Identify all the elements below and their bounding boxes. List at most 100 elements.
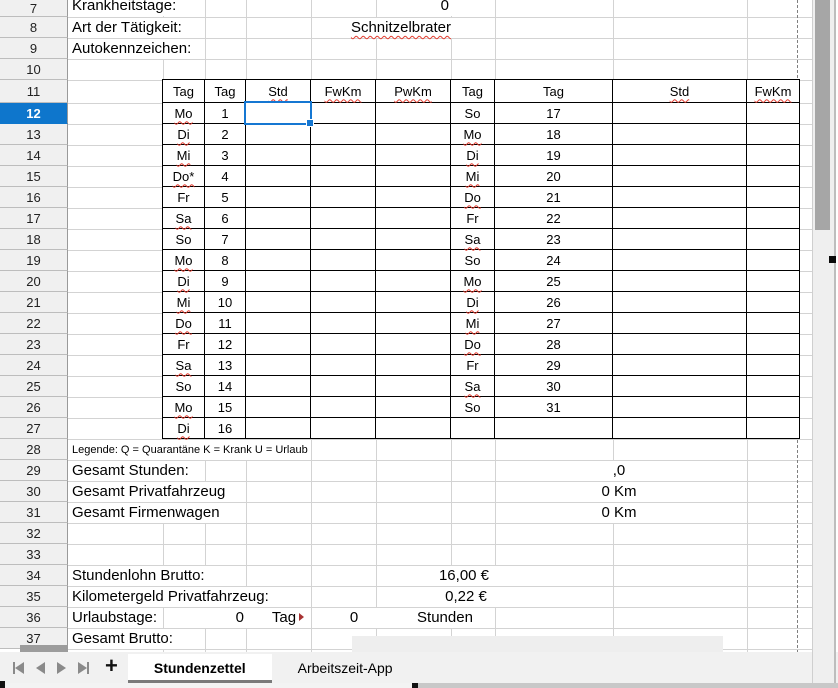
table-cell[interactable]: 8 bbox=[205, 250, 246, 271]
table-cell[interactable]: 5 bbox=[205, 187, 246, 208]
table-cell[interactable]: 24 bbox=[495, 250, 613, 271]
row-header-20[interactable]: 20 bbox=[0, 271, 68, 292]
row-header-36[interactable]: 36 bbox=[0, 607, 68, 628]
row-header-22[interactable]: 22 bbox=[0, 313, 68, 334]
last-sheet-icon[interactable] bbox=[78, 661, 89, 674]
row-header-28[interactable]: 28 bbox=[0, 439, 68, 460]
table-cell[interactable] bbox=[613, 187, 747, 208]
table-cell[interactable] bbox=[747, 166, 800, 187]
selection-fill-handle[interactable] bbox=[306, 119, 314, 127]
table-header-cell[interactable]: Std bbox=[613, 80, 747, 103]
table-header-cell[interactable]: Std bbox=[246, 80, 311, 103]
table-cell[interactable] bbox=[246, 208, 311, 229]
cell-gesamt-stunden-value[interactable]: ,0 bbox=[591, 461, 647, 481]
table-cell[interactable] bbox=[613, 397, 747, 418]
table-cell[interactable]: Do bbox=[451, 334, 495, 355]
table-header-cell[interactable]: Tag bbox=[451, 80, 495, 103]
table-cell[interactable]: 7 bbox=[205, 229, 246, 250]
table-cell[interactable]: 11 bbox=[205, 313, 246, 334]
table-cell[interactable] bbox=[311, 418, 376, 439]
table-cell[interactable] bbox=[613, 376, 747, 397]
table-cell[interactable] bbox=[613, 313, 747, 334]
table-cell[interactable]: 18 bbox=[495, 124, 613, 145]
table-cell[interactable] bbox=[376, 250, 451, 271]
tab-stundenzettel[interactable]: Stundenzettel bbox=[127, 654, 272, 683]
table-cell[interactable] bbox=[376, 418, 451, 439]
table-cell[interactable]: 1 bbox=[205, 103, 246, 124]
horizontal-scrollbar-thumb[interactable] bbox=[4, 683, 412, 688]
table-cell[interactable]: Di bbox=[163, 271, 205, 292]
table-cell[interactable]: Mi bbox=[451, 166, 495, 187]
cell-gesamt-privatfahrzeug-label[interactable]: Gesamt Privatfahrzeug bbox=[69, 482, 229, 502]
table-cell[interactable]: Sa bbox=[163, 208, 205, 229]
row-header-24[interactable]: 24 bbox=[0, 355, 68, 376]
table-cell[interactable]: Di bbox=[451, 292, 495, 313]
table-cell[interactable] bbox=[311, 145, 376, 166]
table-cell[interactable]: 10 bbox=[205, 292, 246, 313]
table-cell[interactable] bbox=[613, 418, 747, 439]
table-cell[interactable] bbox=[376, 145, 451, 166]
table-cell[interactable] bbox=[747, 103, 800, 124]
table-cell[interactable] bbox=[613, 334, 747, 355]
table-cell[interactable]: 25 bbox=[495, 271, 613, 292]
table-header-cell[interactable]: FwKm bbox=[747, 80, 800, 103]
table-cell[interactable] bbox=[747, 124, 800, 145]
vertical-scrollbar[interactable] bbox=[812, 0, 836, 683]
row-header-18[interactable]: 18 bbox=[0, 229, 68, 250]
table-cell[interactable]: 30 bbox=[495, 376, 613, 397]
table-cell[interactable] bbox=[311, 334, 376, 355]
table-cell[interactable] bbox=[311, 124, 376, 145]
row-header-19[interactable]: 19 bbox=[0, 250, 68, 271]
table-cell[interactable]: Do* bbox=[163, 166, 205, 187]
table-cell[interactable]: 12 bbox=[205, 334, 246, 355]
table-cell[interactable] bbox=[376, 229, 451, 250]
table-cell[interactable] bbox=[376, 166, 451, 187]
table-cell[interactable]: Di bbox=[163, 418, 205, 439]
table-cell[interactable] bbox=[246, 334, 311, 355]
row-header-32[interactable]: 32 bbox=[0, 523, 68, 544]
table-cell[interactable]: 27 bbox=[495, 313, 613, 334]
table-cell[interactable]: So bbox=[163, 229, 205, 250]
table-cell[interactable]: 28 bbox=[495, 334, 613, 355]
row-header-37[interactable]: 37 bbox=[0, 628, 68, 649]
cell-gesamt-stunden-label[interactable]: Gesamt Stunden: bbox=[69, 461, 192, 481]
table-cell[interactable] bbox=[246, 145, 311, 166]
table-cell[interactable] bbox=[747, 292, 800, 313]
cell-urlaubstage-hours-value[interactable]: 0 bbox=[329, 608, 379, 628]
table-cell[interactable]: 26 bbox=[495, 292, 613, 313]
cell-kilometergeld-label[interactable]: Kilometergeld Privatfahrzeug: bbox=[69, 587, 272, 607]
cell-gesamt-privatfahrzeug-value[interactable]: 0 Km bbox=[586, 482, 652, 502]
cell-stundenlohn-label[interactable]: Stundenlohn Brutto: bbox=[69, 566, 208, 586]
row-header-16[interactable]: 16 bbox=[0, 187, 68, 208]
table-cell[interactable] bbox=[747, 355, 800, 376]
table-cell[interactable] bbox=[311, 397, 376, 418]
table-cell[interactable] bbox=[246, 271, 311, 292]
next-sheet-icon[interactable] bbox=[57, 661, 66, 674]
row-header-33[interactable]: 33 bbox=[0, 544, 68, 565]
first-sheet-icon[interactable] bbox=[13, 661, 24, 674]
table-cell[interactable] bbox=[246, 313, 311, 334]
cell-krankheitstage-label[interactable]: Krankheitstage: bbox=[69, 0, 180, 16]
table-cell[interactable] bbox=[376, 376, 451, 397]
table-cell[interactable] bbox=[311, 103, 376, 124]
table-cell[interactable]: Mo bbox=[163, 103, 205, 124]
row-header-15[interactable]: 15 bbox=[0, 166, 68, 187]
table-cell[interactable] bbox=[613, 166, 747, 187]
table-cell[interactable] bbox=[246, 397, 311, 418]
table-cell[interactable] bbox=[613, 124, 747, 145]
table-cell[interactable]: 13 bbox=[205, 355, 246, 376]
table-cell[interactable]: Mo bbox=[451, 271, 495, 292]
row-header-34[interactable]: 34 bbox=[0, 565, 68, 586]
previous-sheet-icon[interactable] bbox=[36, 661, 45, 674]
table-cell[interactable]: So bbox=[451, 397, 495, 418]
table-cell[interactable]: Sa bbox=[451, 376, 495, 397]
table-cell[interactable] bbox=[246, 229, 311, 250]
table-cell[interactable] bbox=[613, 250, 747, 271]
row-header-35[interactable]: 35 bbox=[0, 586, 68, 607]
table-cell[interactable] bbox=[246, 355, 311, 376]
table-cell[interactable] bbox=[311, 355, 376, 376]
table-cell[interactable] bbox=[376, 397, 451, 418]
cell-gesamt-firmenwagen-label[interactable]: Gesamt Firmenwagen bbox=[69, 503, 223, 523]
row-header-9[interactable]: 9 bbox=[0, 38, 68, 59]
table-cell[interactable] bbox=[376, 355, 451, 376]
